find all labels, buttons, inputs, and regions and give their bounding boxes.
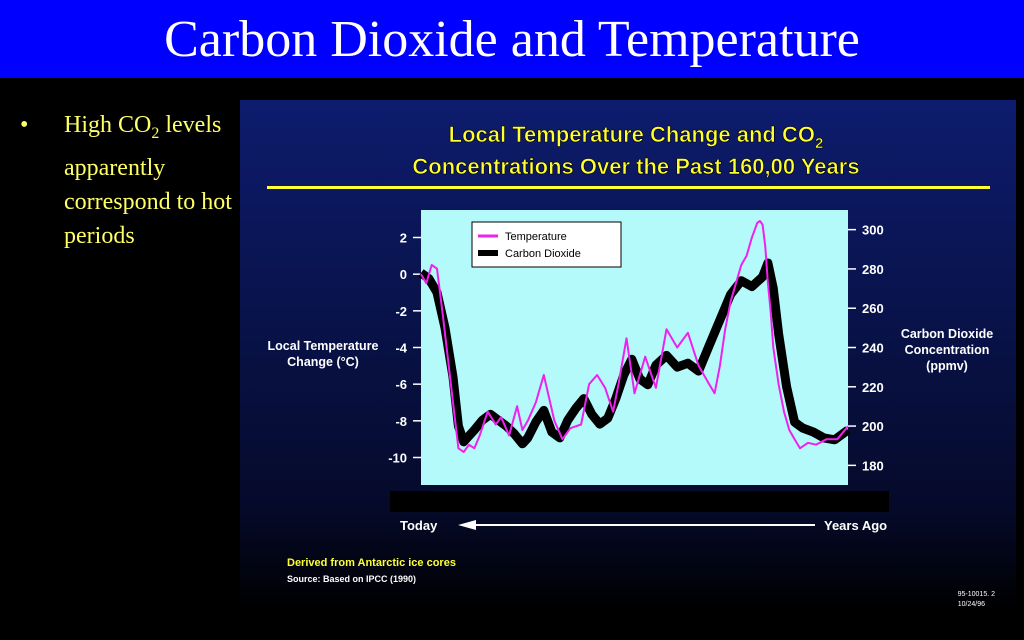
bullet-text-part2: levels apparently correspond to hot peri… xyxy=(64,112,232,249)
legend-box xyxy=(471,221,622,268)
today-arrow: Today Years Ago xyxy=(400,518,887,533)
years-ago-label: Years Ago xyxy=(824,518,887,533)
y-right-axis-label-line: (ppmv) xyxy=(926,359,968,373)
legend: Temperature Carbon Dioxide xyxy=(471,221,622,268)
y-right-tick-label: 220 xyxy=(862,380,884,395)
title-rule xyxy=(267,186,990,189)
x-axis-bar xyxy=(390,491,889,512)
y-left-axis-label-line: Local Temperature xyxy=(268,339,379,353)
y-right-tick-label: 300 xyxy=(862,223,884,238)
today-label: Today xyxy=(400,518,438,533)
y-left-axis-title: Local Temperature Change (°C) xyxy=(268,339,379,369)
footnote-derived: Derived from Antarctic ice cores xyxy=(287,557,456,569)
y-left-tick-label: -10 xyxy=(388,451,407,466)
y-left-axis-label-line: Change (°C) xyxy=(287,355,359,369)
figure-title-line2: Concentrations Over the Past 160,00 Year… xyxy=(412,154,859,179)
y-right-axis-label-line: Carbon Dioxide xyxy=(901,327,993,341)
y-left-tick-label: 0 xyxy=(400,267,407,282)
y-right-tick-label: 280 xyxy=(862,262,884,277)
footnote-source: Source: Based on IPCC (1990) xyxy=(287,574,416,584)
figure-panel: Local Temperature Change and CO2 Concent… xyxy=(240,100,1016,610)
slide-title: Carbon Dioxide and Temperature xyxy=(164,10,860,68)
y-right-tick-label: 200 xyxy=(862,419,884,434)
legend-label-co2: Carbon Dioxide xyxy=(505,248,581,260)
y-right-tick-label: 180 xyxy=(862,458,884,473)
arrow-head-icon xyxy=(458,520,476,530)
y-left-tick-label: -2 xyxy=(395,304,407,319)
y-right-axis-title: Carbon Dioxide Concentration (ppmv) xyxy=(901,327,993,373)
y-left-tick-label: -4 xyxy=(395,341,407,356)
y-left-tick-label: -8 xyxy=(395,414,407,429)
y-right-tick-label: 240 xyxy=(862,341,884,356)
y-right-tick-label: 260 xyxy=(862,301,884,316)
legend-label-temperature: Temperature xyxy=(505,231,567,243)
bullet-dot-icon: • xyxy=(20,112,29,138)
bullet-subscript: 2 xyxy=(151,124,160,142)
bullet-item: High CO2 levels apparently correspond to… xyxy=(64,108,235,253)
y-left-tick-label: -6 xyxy=(395,377,407,392)
bullet-list: • High CO2 levels apparently correspond … xyxy=(20,108,235,253)
bullet-text-part1: High CO xyxy=(64,112,152,138)
y-right-axis-label-line: Concentration xyxy=(905,343,990,357)
figure-title-line1: Local Temperature Change and CO2 xyxy=(449,122,824,152)
ref-number: 95-10015. 2 xyxy=(958,591,995,598)
series-line-temperature xyxy=(420,220,849,453)
series-layer xyxy=(418,220,851,453)
slide-title-bar: Carbon Dioxide and Temperature xyxy=(0,0,1024,78)
y-left-tick-label: 2 xyxy=(400,231,407,246)
ref-date: 10/24/96 xyxy=(958,601,985,608)
figure-svg: Local Temperature Change and CO2 Concent… xyxy=(267,122,995,608)
